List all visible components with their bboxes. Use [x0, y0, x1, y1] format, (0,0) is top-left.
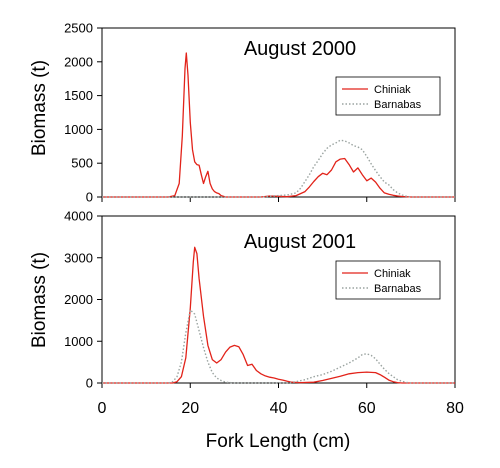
y-tick-label: 1000: [64, 334, 93, 349]
y-tick-label: 3000: [64, 250, 93, 265]
legend: Chiniak Barnabas: [335, 260, 441, 300]
series-line-barnabas: [102, 139, 455, 198]
x-tick-label: 60: [358, 400, 376, 417]
y-tick-label: 2000: [64, 54, 93, 69]
x-tick-label: 80: [446, 400, 464, 417]
panel-title: August 2000: [244, 38, 356, 60]
x-tick-label: 0: [98, 400, 107, 417]
legend-box: [335, 260, 441, 300]
y-tick-label: 0: [86, 376, 93, 391]
y-tick-label: 0: [86, 190, 93, 205]
y-axis-title: Biomass (t): [29, 60, 50, 156]
x-tick-label: 20: [181, 400, 199, 417]
legend: Chiniak Barnabas: [335, 76, 441, 116]
series-line-barnabas: [102, 309, 455, 384]
panel-title: August 2001: [244, 231, 356, 253]
y-tick-label: 4000: [64, 209, 93, 224]
x-tick-label: 40: [270, 400, 288, 417]
y-tick-label: 2000: [64, 292, 93, 307]
y-tick-label: 2500: [64, 21, 93, 36]
series-line-chiniak: [102, 52, 455, 198]
y-axis-title: Biomass (t): [29, 252, 50, 348]
legend-label: Chiniak: [374, 84, 411, 96]
y-tick-label: 1000: [64, 122, 93, 137]
x-axis-title: Fork Length (cm): [206, 431, 351, 452]
series-line-chiniak: [102, 246, 455, 384]
y-tick-label: 500: [71, 156, 93, 171]
legend-label: Barnabas: [374, 283, 422, 295]
y-tick-label: 1500: [64, 88, 93, 103]
legend-label: Barnabas: [374, 99, 422, 111]
panel-august-2001: 0 1000 2000 3000 4000 0 20 40 60 80 August 2001 Chi…: [64, 209, 464, 418]
panel-august-2000: 0 500 1000 1500 2000 2500 August 2000 Chiniak Ba…: [64, 21, 456, 205]
legend-box: [335, 76, 441, 116]
legend-label: Chiniak: [374, 268, 411, 280]
